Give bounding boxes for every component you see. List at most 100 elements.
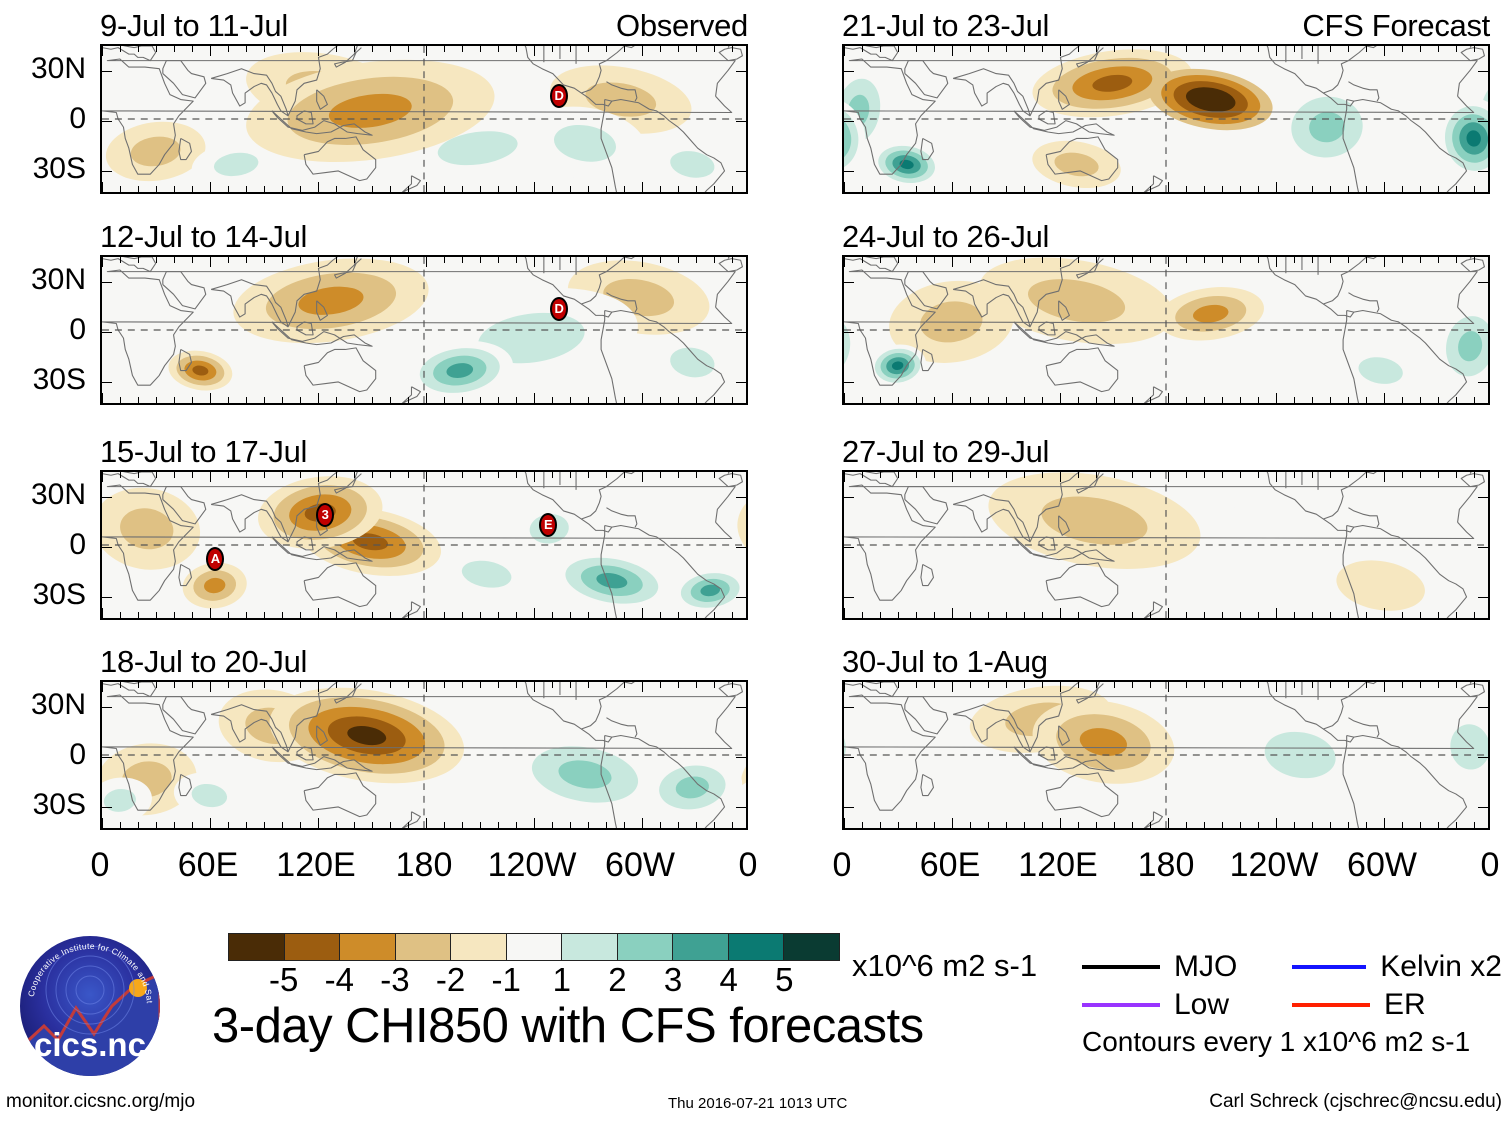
- legend-item-mjo: MJO: [1082, 952, 1292, 982]
- x-tick-mark: [1221, 186, 1223, 192]
- x-tick-mark: [1041, 397, 1043, 403]
- x-tick-mark: [1041, 257, 1043, 263]
- x-tick-mark: [1167, 393, 1169, 403]
- x-tick-mark: [569, 612, 571, 618]
- y-axis-label-30N: 30N: [30, 688, 86, 721]
- x-tick-mark: [227, 186, 229, 192]
- x-tick-mark: [623, 682, 625, 688]
- y-axis-label-0: 0: [69, 313, 86, 346]
- column-header-observed: Observed: [616, 8, 748, 43]
- x-tick-mark: [1401, 822, 1403, 828]
- x-tick-mark: [844, 608, 845, 618]
- x-tick-mark: [497, 682, 499, 688]
- x-tick-mark: [1329, 822, 1331, 828]
- x-tick-mark: [1203, 186, 1205, 192]
- x-tick-mark: [933, 472, 935, 478]
- map-frame-p1: D: [100, 44, 748, 194]
- x-tick-mark: [155, 682, 157, 688]
- x-tick-mark: [1437, 397, 1439, 403]
- x-tick-mark: [1275, 608, 1277, 618]
- x-tick-mark: [497, 822, 499, 828]
- x-tick-mark: [951, 182, 953, 192]
- x-tick-mark: [677, 257, 679, 263]
- map-panel-p6: 24-Jul to 26-Jul: [842, 221, 1490, 405]
- x-tick-mark: [1113, 46, 1115, 52]
- x-tick-mark: [335, 186, 337, 192]
- x-tick-mark: [1473, 612, 1475, 618]
- panel-title-p6: 24-Jul to 26-Jul: [842, 219, 1050, 254]
- x-tick-mark: [587, 612, 589, 618]
- x-tick-mark: [987, 46, 989, 52]
- x-tick-mark: [335, 472, 337, 478]
- x-tick-mark: [137, 397, 139, 403]
- x-tick-mark: [335, 822, 337, 828]
- x-tick-mark: [897, 186, 899, 192]
- x-tick-mark: [335, 612, 337, 618]
- x-tick-mark: [1095, 472, 1097, 478]
- y-tick-mark: [1478, 546, 1488, 548]
- x-axis-label-60E: 60E: [919, 846, 981, 884]
- x-tick-mark: [245, 612, 247, 618]
- x-tick-mark: [533, 46, 535, 56]
- x-tick-mark: [1059, 393, 1061, 403]
- x-tick-mark: [587, 822, 589, 828]
- x-tick-mark: [1005, 397, 1007, 403]
- x-tick-mark: [353, 46, 355, 52]
- x-tick-mark: [263, 682, 265, 688]
- x-tick-mark: [317, 46, 319, 56]
- x-tick-mark: [1023, 612, 1025, 618]
- x-tick-mark: [1221, 472, 1223, 478]
- x-tick-mark: [677, 822, 679, 828]
- x-tick-mark: [1455, 257, 1457, 263]
- x-tick-mark: [1149, 822, 1151, 828]
- x-tick-mark: [263, 822, 265, 828]
- x-tick-mark: [1347, 472, 1349, 478]
- x-tick-mark: [263, 46, 265, 52]
- x-tick-mark: [933, 822, 935, 828]
- x-tick-mark: [951, 682, 953, 692]
- x-tick-mark: [1059, 257, 1061, 267]
- colorbar-tick-3: 3: [663, 961, 683, 998]
- footer-url[interactable]: monitor.cicsnc.org/mjo: [6, 1091, 196, 1112]
- y-tick-mark: [102, 70, 112, 72]
- x-tick-mark: [713, 257, 715, 263]
- x-tick-mark: [623, 612, 625, 618]
- x-tick-mark: [1257, 472, 1259, 478]
- x-tick-mark: [915, 46, 917, 52]
- x-tick-mark: [1275, 682, 1277, 692]
- x-tick-mark: [1077, 822, 1079, 828]
- colorbar-tick--2: -2: [435, 961, 466, 998]
- y-tick-mark: [844, 381, 854, 383]
- x-tick-mark: [569, 397, 571, 403]
- x-tick-mark: [641, 608, 643, 618]
- x-tick-mark: [227, 612, 229, 618]
- x-tick-mark: [987, 472, 989, 478]
- panel-title-p1: 9-Jul to 11-Jul: [100, 8, 288, 43]
- x-tick-mark: [1239, 46, 1241, 52]
- legend-row-2: Low ER: [1082, 986, 1502, 1024]
- x-tick-mark: [1023, 682, 1025, 688]
- map-panel-p4: 18-Jul to 20-Jul 30N 0 30S 0 60E 120E 180 120W 60…: [31, 646, 758, 882]
- x-tick-mark: [479, 46, 481, 52]
- x-tick-mark: [1005, 822, 1007, 828]
- x-tick-mark: [1239, 822, 1241, 828]
- y-axis-label-30S: 30S: [32, 152, 86, 185]
- x-tick-mark: [497, 397, 499, 403]
- x-tick-mark: [119, 612, 121, 618]
- x-tick-mark: [605, 257, 607, 263]
- x-tick-mark: [1347, 822, 1349, 828]
- x-axis-label-60W: 60W: [1347, 846, 1417, 884]
- x-tick-mark: [1419, 46, 1421, 52]
- x-tick-mark: [1041, 682, 1043, 688]
- x-tick-mark: [605, 472, 607, 478]
- x-tick-mark: [551, 822, 553, 828]
- colorbar-segment-5: [506, 934, 563, 960]
- x-tick-mark: [1419, 822, 1421, 828]
- x-tick-mark: [1023, 822, 1025, 828]
- x-tick-mark: [1221, 257, 1223, 263]
- x-tick-mark: [1293, 472, 1295, 478]
- x-tick-mark: [1059, 682, 1061, 692]
- y-tick-mark: [844, 496, 854, 498]
- x-tick-mark: [299, 257, 301, 263]
- x-tick-mark: [677, 682, 679, 688]
